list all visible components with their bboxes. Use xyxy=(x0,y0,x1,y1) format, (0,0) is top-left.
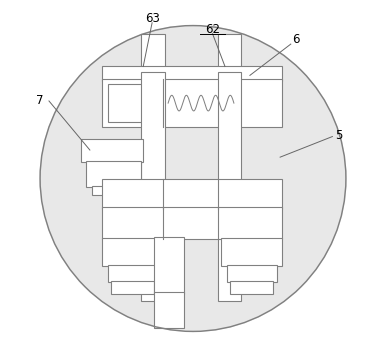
Bar xyxy=(154,292,184,328)
Text: 5: 5 xyxy=(335,129,342,142)
Bar xyxy=(81,139,143,162)
Bar xyxy=(108,265,157,282)
Bar xyxy=(102,66,282,81)
Bar xyxy=(218,72,241,301)
Text: 6: 6 xyxy=(292,33,300,46)
Bar xyxy=(230,281,273,294)
Bar xyxy=(111,281,154,294)
Bar xyxy=(141,35,164,68)
Bar xyxy=(102,207,282,239)
Bar xyxy=(102,79,282,127)
Bar xyxy=(154,237,184,294)
Text: 63: 63 xyxy=(145,12,159,25)
Bar xyxy=(141,72,164,301)
Circle shape xyxy=(40,26,346,331)
Bar xyxy=(222,238,282,266)
Bar xyxy=(102,178,282,209)
Bar xyxy=(102,238,163,266)
Bar xyxy=(86,161,141,187)
Text: 7: 7 xyxy=(36,94,44,107)
Bar xyxy=(227,265,276,282)
Text: 62: 62 xyxy=(205,22,220,36)
Bar xyxy=(218,35,241,68)
Bar xyxy=(108,84,159,122)
Bar xyxy=(91,186,136,195)
